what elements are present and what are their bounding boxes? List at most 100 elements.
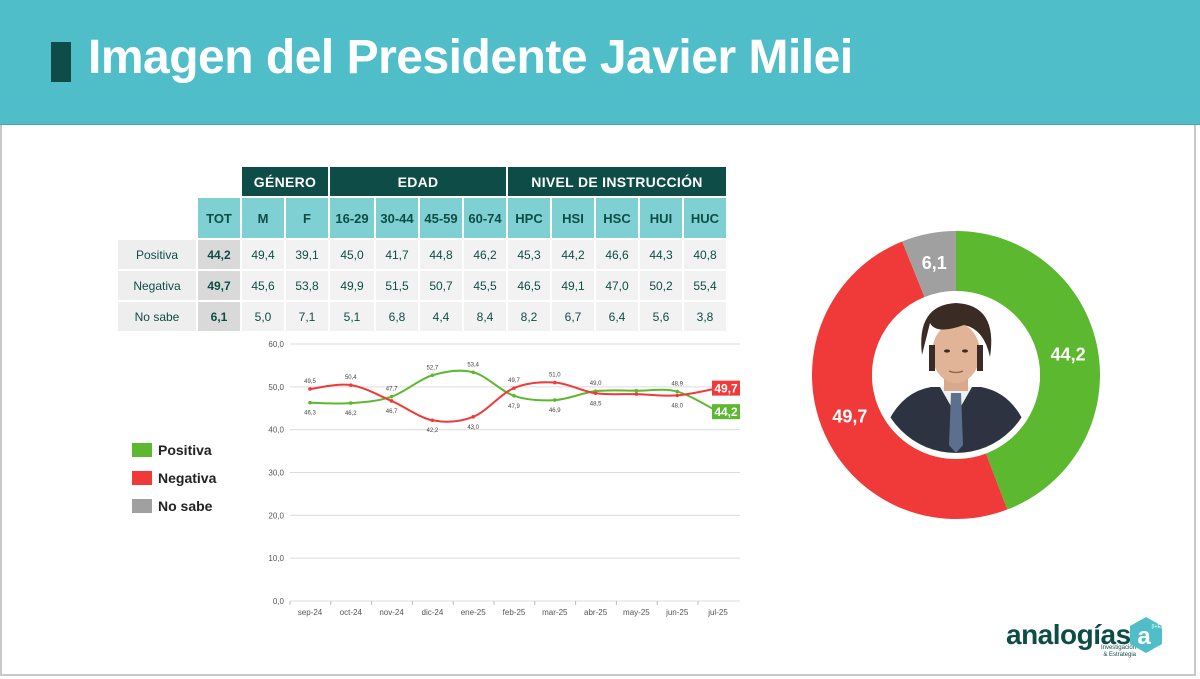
svg-text:a: a bbox=[1137, 623, 1151, 650]
data-label: 49,7 bbox=[508, 378, 520, 384]
table-cell: 40,8 bbox=[684, 240, 726, 269]
table-cell: 45,5 bbox=[464, 271, 506, 300]
data-label: 47,7 bbox=[386, 387, 398, 393]
end-value-badge bbox=[712, 380, 740, 396]
x-tick-label: sep-24 bbox=[298, 608, 323, 617]
table-column-header: 30-44 bbox=[376, 198, 418, 238]
x-tick-label: nov-24 bbox=[379, 608, 404, 617]
table-cell: 5,1 bbox=[330, 302, 374, 331]
table-cell: 45,3 bbox=[508, 240, 550, 269]
data-label: 46,3 bbox=[304, 411, 316, 417]
title-accent-bar bbox=[51, 42, 71, 82]
table-row: Negativa 49,7 45,6 53,8 49,9 51,5 50,7 45,5 46,5… bbox=[118, 271, 726, 300]
data-point bbox=[430, 418, 435, 423]
donut-slice-no-sabe bbox=[902, 231, 956, 298]
data-label: 42,2 bbox=[427, 428, 439, 434]
table-cell: 4,4 bbox=[420, 302, 462, 331]
table-row-label: Positiva bbox=[118, 240, 196, 269]
data-label: 52,7 bbox=[427, 365, 439, 371]
table-cell: 51,5 bbox=[376, 271, 418, 300]
table-cell: 3,8 bbox=[684, 302, 726, 331]
data-point bbox=[593, 391, 598, 396]
data-point bbox=[471, 415, 476, 419]
donut-slice-label: 49,7 bbox=[832, 407, 867, 427]
table-cell: 45,6 bbox=[242, 271, 284, 300]
svg-text:(I+E): (I+E) bbox=[1152, 624, 1163, 630]
y-tick-label: 0,0 bbox=[273, 597, 285, 606]
x-tick-label: dic-24 bbox=[422, 608, 444, 617]
end-value-label: 49,7 bbox=[714, 382, 738, 396]
table-cell: 47,0 bbox=[596, 271, 638, 300]
table-cell: 46,2 bbox=[464, 240, 506, 269]
table-row: Positiva 44,2 49,4 39,1 45,0 41,7 44,8 46,2 45,3… bbox=[118, 240, 726, 269]
table-cell: 6,4 bbox=[596, 302, 638, 331]
table-cell: 8,2 bbox=[508, 302, 550, 331]
table-cell: 46,5 bbox=[508, 271, 550, 300]
legend-label: No sabe bbox=[158, 498, 213, 514]
table-total-cell: 49,7 bbox=[198, 271, 240, 300]
data-label: 47,9 bbox=[508, 404, 520, 410]
y-tick-label: 10,0 bbox=[268, 554, 284, 563]
y-tick-label: 60,0 bbox=[268, 340, 284, 349]
table-group-header: NIVEL DE INSTRUCCIÓN bbox=[508, 167, 726, 196]
logo-hexagon-icon: a (I+E) bbox=[1130, 617, 1163, 653]
x-tick-label: jun-25 bbox=[665, 608, 689, 617]
data-label: 49,0 bbox=[590, 381, 602, 387]
table-cell: 46,6 bbox=[596, 240, 638, 269]
table-cell: 55,4 bbox=[684, 271, 726, 300]
table-column-header: HSI bbox=[552, 198, 594, 238]
y-tick-label: 30,0 bbox=[268, 469, 284, 478]
table-cell: 7,1 bbox=[286, 302, 328, 331]
table-column-header: HUC bbox=[684, 198, 726, 238]
y-tick-label: 40,0 bbox=[268, 426, 284, 435]
table-row-label: No sabe bbox=[118, 302, 196, 331]
data-label: 46,2 bbox=[345, 411, 357, 417]
data-label: 48,5 bbox=[590, 401, 602, 407]
y-tick-label: 50,0 bbox=[268, 383, 284, 392]
data-label: 46,9 bbox=[549, 408, 561, 414]
data-point bbox=[634, 388, 639, 393]
data-point bbox=[430, 373, 435, 378]
donut-slice-positiva bbox=[956, 231, 1100, 510]
x-tick-label: may-25 bbox=[623, 608, 650, 617]
table-column-header: 45-59 bbox=[420, 198, 462, 238]
table-column-header: 16-29 bbox=[330, 198, 374, 238]
table-cell: 5,6 bbox=[640, 302, 682, 331]
legend-item: Positiva bbox=[132, 436, 216, 464]
legend-label: Negativa bbox=[158, 470, 217, 486]
data-label: 48,0 bbox=[671, 403, 683, 409]
x-tick-label: jul-25 bbox=[707, 608, 728, 617]
table-cell: 50,7 bbox=[420, 271, 462, 300]
table-group-header: GÉNERO bbox=[242, 167, 328, 196]
table-cell: 44,8 bbox=[420, 240, 462, 269]
crosstab-table: GÉNERO EDAD NIVEL DE INSTRUCCIÓN TOT M F 16-29… bbox=[116, 165, 728, 333]
table-column-header: TOT bbox=[198, 198, 240, 238]
table-cell: 41,7 bbox=[376, 240, 418, 269]
legend-item: Negativa bbox=[132, 464, 216, 492]
logo-subtitle: Investigación & Estrategia bbox=[1100, 645, 1136, 658]
data-point bbox=[349, 401, 353, 405]
donut-slice-label: 6,1 bbox=[922, 253, 947, 273]
x-tick-label: mar-25 bbox=[542, 608, 568, 617]
table-cell: 44,3 bbox=[640, 240, 682, 269]
table-total-cell: 6,1 bbox=[198, 302, 240, 331]
title-banner: Imagen del Presidente Javier Milei bbox=[0, 0, 1200, 125]
legend-label: Positiva bbox=[158, 442, 212, 458]
president-portrait bbox=[872, 291, 1040, 459]
legend-swatch bbox=[132, 443, 152, 457]
x-tick-label: feb-25 bbox=[503, 608, 526, 617]
table-column-header: M bbox=[242, 198, 284, 238]
donut-slice-label: 44,2 bbox=[1051, 344, 1086, 364]
data-point bbox=[349, 383, 353, 387]
x-tick-label: ene-25 bbox=[461, 608, 486, 617]
table-row-label: Negativa bbox=[118, 271, 196, 300]
table-row: No sabe 6,1 5,0 7,1 5,1 6,8 4,4 8,4 8,2 6,7 6,4 5,6… bbox=[118, 302, 726, 331]
table-cell: 50,2 bbox=[640, 271, 682, 300]
logo-wordmark: analogías bbox=[1006, 619, 1131, 650]
table-cell: 45,0 bbox=[330, 240, 374, 269]
legend-swatch bbox=[132, 471, 152, 485]
end-value-label: 44,2 bbox=[714, 405, 738, 419]
data-point bbox=[553, 380, 557, 385]
data-point bbox=[675, 389, 679, 394]
data-label: 43,0 bbox=[467, 425, 479, 431]
